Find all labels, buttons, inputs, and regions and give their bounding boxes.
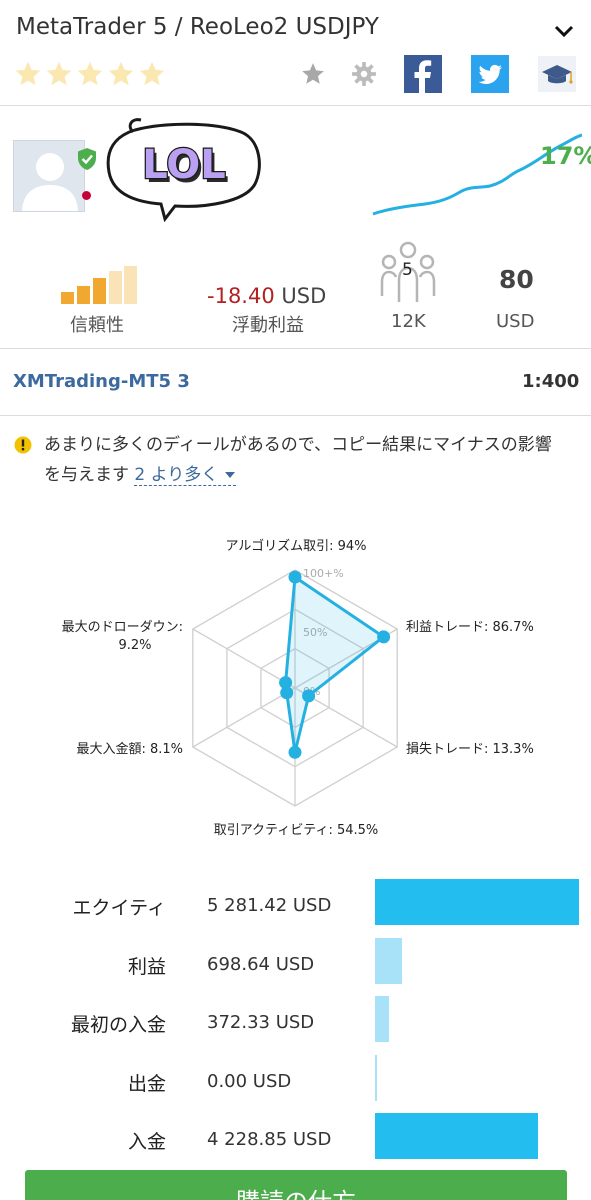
- rating-star-icon: [15, 61, 41, 86]
- rating-star-icon: [46, 61, 72, 86]
- financial-bar: [375, 1054, 377, 1101]
- server-name[interactable]: XMTrading-MT5 3: [13, 371, 190, 392]
- financial-label: 最初の入金: [70, 1014, 166, 1036]
- financial-value: 4 228.85 USD: [207, 1129, 332, 1150]
- financial-bar: [375, 879, 579, 925]
- stats-row: [0, 233, 591, 349]
- more-link[interactable]: 2 より多く: [134, 465, 236, 486]
- growth-sparkline: [372, 133, 582, 216]
- radar-data-point: [288, 570, 302, 584]
- radar-axis-label: 利益トレード: 86.7%: [406, 620, 534, 635]
- radar-axis-label-line2: 9.2%: [118, 638, 151, 653]
- subscribers-icon: [380, 241, 436, 302]
- header: MetaTrader 5 / ReoLeo2 USDJPY: [0, 0, 591, 106]
- graduation-cap-icon[interactable]: [538, 56, 576, 92]
- radar-tick-label: 100+%: [303, 567, 344, 580]
- rating-star-icon: [77, 61, 103, 86]
- financial-bar: [375, 1113, 539, 1159]
- financial-bar: [375, 937, 402, 984]
- financial-value: 698.64 USD: [207, 953, 315, 975]
- price-value: 80: [499, 265, 534, 294]
- radar-axis-label: アルゴリズム取引: 94%: [225, 538, 366, 554]
- user-silhouette-icon: [22, 153, 78, 211]
- radar-axis-label: 取引アクティビティ: 54.5%: [214, 823, 379, 838]
- financial-value: 5 281.42 USD: [207, 895, 332, 916]
- reliability-bars-icon: [61, 266, 137, 304]
- lol-text-shadow: LOL: [145, 146, 229, 192]
- status-dot: [82, 191, 91, 200]
- chevron-down-icon[interactable]: [553, 22, 575, 40]
- financial-label: 入金: [127, 1131, 166, 1153]
- rating-star-icon: [108, 61, 134, 86]
- radar-axis-label: 損失トレード: 13.3%: [406, 742, 534, 757]
- server-row: XMTrading-MT5 3 1:400: [0, 350, 591, 416]
- warning-text-line2: を与えます 2 より多く: [44, 460, 236, 490]
- leverage-value: 1:400: [522, 371, 580, 392]
- lol-text: LOL: [142, 142, 226, 188]
- financial-row: 入金 4 228.85 USD: [0, 1113, 591, 1171]
- floating-profit-label: 浮動利益: [232, 315, 304, 336]
- financial-row: エクイティ 5 281.42 USD: [0, 879, 591, 937]
- financial-row: 出金 0.00 USD: [0, 1054, 591, 1113]
- radar-axis-label: 最大入金額: 8.1%: [76, 741, 183, 757]
- reliability-label: 信頼性: [70, 315, 124, 336]
- financial-label: 出金: [127, 1072, 166, 1095]
- avatar[interactable]: [13, 140, 85, 212]
- radar-data-point: [377, 630, 391, 644]
- financial-label: エクイティ: [72, 897, 166, 919]
- radar-chart: 100+%50%0%アルゴリズム取引: 94%利益トレード: 86.7%損失トレ…: [62, 538, 534, 838]
- floating-profit-value: -18.40 USD: [207, 284, 327, 308]
- verified-shield-icon: [78, 148, 96, 170]
- financial-row: 最初の入金 372.33 USD: [0, 996, 591, 1054]
- financial-row: 利益 698.64 USD: [0, 937, 591, 996]
- price-currency: USD: [496, 311, 535, 332]
- page-title: MetaTrader 5 / ReoLeo2 USDJPY: [16, 14, 379, 40]
- lol-sticker: LOL LOL: [106, 118, 261, 222]
- radar-data-point: [288, 745, 302, 759]
- financial-value: 372.33 USD: [207, 1012, 315, 1033]
- financial-value: 0.00 USD: [207, 1070, 292, 1092]
- star-icon[interactable]: [300, 61, 326, 87]
- gain-value: 17%: [540, 142, 591, 170]
- subscribe-label: 購読の仕方: [25, 1182, 567, 1200]
- warning-icon: [14, 436, 32, 454]
- financial-bar: [375, 996, 390, 1042]
- triangle-down-icon: [224, 472, 235, 478]
- rating-star-icon: [139, 61, 165, 86]
- radar-data-area: [284, 574, 387, 753]
- subscribers-count: 5: [402, 260, 413, 280]
- radar-axis-label: 最大のドローダウン:: [62, 620, 183, 635]
- radar-axis-line: [192, 687, 296, 748]
- warning-text-line1: あまりに多くのディールがあるので、コピー結果にマイナスの影響: [44, 435, 552, 455]
- financial-label: 利益: [127, 955, 166, 978]
- radar-data-point: [280, 686, 294, 700]
- subscribe-button[interactable]: 購読の仕方: [25, 1170, 567, 1200]
- radar-axis-line: [192, 628, 296, 689]
- profile-section: [0, 107, 591, 233]
- rating-stars: [14, 60, 166, 88]
- subscribers-total: 12K: [391, 311, 426, 332]
- gear-icon[interactable]: [351, 61, 377, 87]
- radar-data-point: [302, 689, 316, 703]
- facebook-icon[interactable]: [404, 55, 442, 93]
- twitter-icon[interactable]: [471, 55, 509, 93]
- radar-tick-label: 50%: [303, 626, 327, 639]
- radar-data-point: [279, 676, 293, 690]
